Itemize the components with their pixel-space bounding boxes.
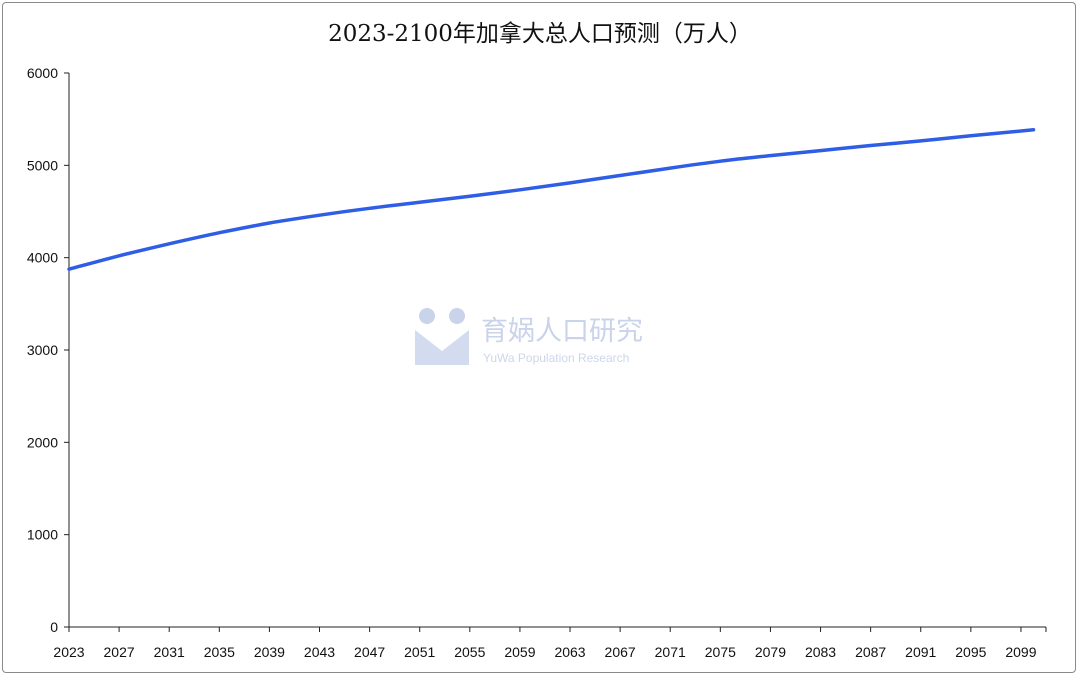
y-tick-label: 2000 (27, 434, 58, 450)
x-tick-label: 2067 (605, 644, 636, 660)
x-tick-label: 2051 (404, 644, 435, 660)
x-tick-label: 2059 (504, 644, 535, 660)
x-tick-label: 2047 (354, 644, 385, 660)
y-tick-label: 6000 (27, 65, 58, 81)
x-tick-label: 2063 (554, 644, 585, 660)
x-tick-label: 2083 (805, 644, 836, 660)
axes: 0 1000 2000 3000 4000 5000 6000 2023 2027 2031 203… (27, 65, 1047, 660)
x-tick-label: 2035 (204, 644, 235, 660)
y-tick-label: 4000 (27, 250, 58, 266)
x-tick-label: 2099 (1005, 644, 1036, 660)
x-tick-label: 2095 (955, 644, 986, 660)
series-line (67, 128, 1036, 271)
x-tick-label: 2091 (905, 644, 936, 660)
watermark-logo-dot-left (419, 308, 435, 324)
watermark-logo-dot-right (449, 308, 465, 324)
watermark: 育娲人口研究 YuWa Population Research (415, 308, 643, 365)
y-tick-label: 3000 (27, 342, 58, 358)
x-tick-label: 2055 (454, 644, 485, 660)
x-tick-label: 2071 (655, 644, 686, 660)
y-tick-label: 5000 (27, 157, 58, 173)
x-tick-label: 2039 (254, 644, 285, 660)
watermark-text-en: YuWa Population Research (483, 351, 629, 365)
x-tick-label: 2031 (154, 644, 185, 660)
x-tick-label: 2027 (104, 644, 135, 660)
chart-title: 2023-2100年加拿大总人口预测（万人） (328, 21, 752, 47)
watermark-logo-icon (415, 330, 469, 365)
x-tick-label: 2043 (304, 644, 335, 660)
x-tick-label: 2023 (53, 644, 84, 660)
x-tick-label: 2075 (705, 644, 736, 660)
x-tick-label: 2087 (855, 644, 886, 660)
series-layer (67, 128, 1036, 271)
watermark-text-cn: 育娲人口研究 (481, 316, 643, 347)
x-tick-label: 2079 (755, 644, 786, 660)
y-tick-label: 1000 (27, 527, 58, 543)
y-tick-label: 0 (50, 619, 58, 635)
